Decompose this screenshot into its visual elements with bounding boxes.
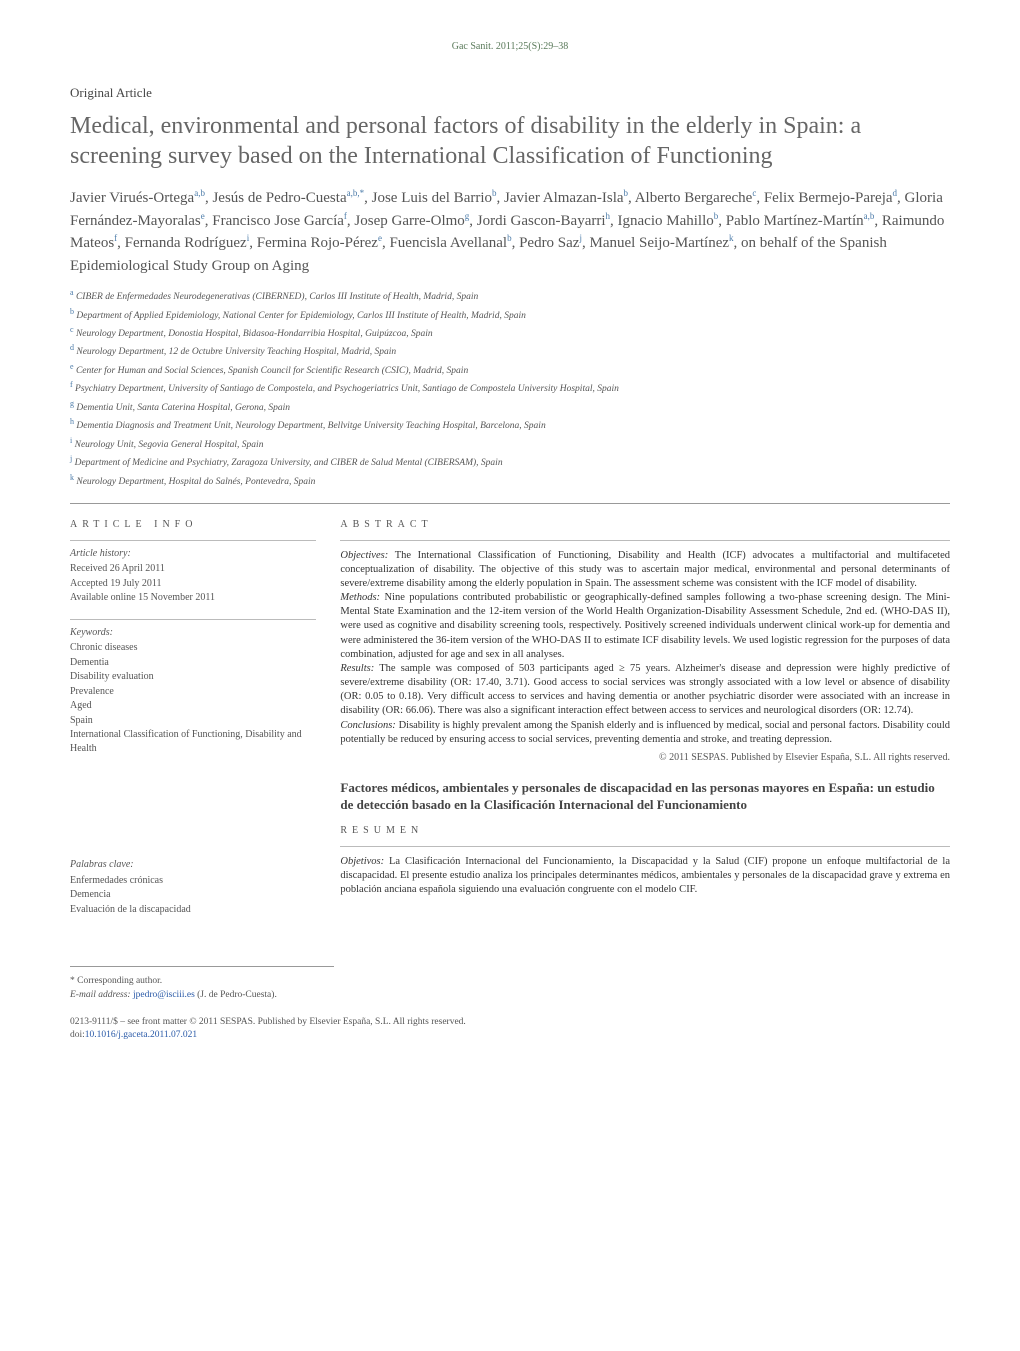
footnote-divider [70, 966, 334, 967]
objectives-label: Objectives: [340, 550, 388, 561]
objectives-text: The International Classification of Func… [340, 550, 950, 589]
doi-label: doi: [70, 1030, 85, 1040]
keywords-label: Keywords: [70, 626, 316, 640]
email-label: E-mail address: [70, 990, 131, 1000]
affiliation-item: i Neurology Unit, Segovia General Hospit… [70, 435, 950, 452]
resumen-heading: RESUMEN [340, 824, 950, 838]
conclusions-label: Conclusions: [340, 720, 395, 731]
affiliation-item: d Neurology Department, 12 de Octubre Un… [70, 342, 950, 359]
affiliations-list: a CIBER de Enfermedades Neurodegenerativ… [70, 287, 950, 489]
doi-link[interactable]: 10.1016/j.gaceta.2011.07.021 [85, 1030, 197, 1040]
affiliation-item: c Neurology Department, Donostia Hospita… [70, 324, 950, 341]
article-type: Original Article [70, 84, 950, 102]
article-title: Medical, environmental and personal fact… [70, 111, 950, 171]
objetivos-text: La Clasificación Internacional del Funci… [340, 856, 950, 895]
keywords-list: Chronic diseasesDementiaDisability evalu… [70, 641, 316, 755]
email-link[interactable]: jpedro@isciii.es [133, 990, 195, 1000]
keyword-item: Prevalence [70, 685, 316, 699]
keyword-item: Disability evaluation [70, 670, 316, 684]
results-text: The sample was composed of 503 participa… [340, 663, 950, 717]
history-list: Received 26 April 2011Accepted 19 July 2… [70, 562, 316, 605]
methods-label: Methods: [340, 592, 380, 603]
keyword-item: Aged [70, 699, 316, 713]
palabra-item: Demencia [70, 888, 316, 902]
affiliation-item: f Psychiatry Department, University of S… [70, 379, 950, 396]
methods-text: Nine populations contributed probabilist… [340, 592, 950, 660]
corresponding-author-note: * Corresponding author. E-mail address: … [70, 975, 950, 1002]
keyword-item: Chronic diseases [70, 641, 316, 655]
abstract-heading: ABSTRACT [340, 518, 950, 532]
divider [70, 503, 950, 504]
affiliation-item: h Dementia Diagnosis and Treatment Unit,… [70, 416, 950, 433]
abstract-body: Objectives: The International Classifica… [340, 549, 950, 747]
results-label: Results: [340, 663, 374, 674]
issn-line: 0213-9111/$ – see front matter © 2011 SE… [70, 1016, 950, 1029]
affiliation-item: j Department of Medicine and Psychiatry,… [70, 453, 950, 470]
corresponding-label: * Corresponding author. [70, 975, 950, 988]
keyword-item: International Classification of Function… [70, 728, 316, 755]
journal-citation: Gac Sanit. 2011;25(S):29–38 [70, 40, 950, 54]
keyword-item: Spain [70, 714, 316, 728]
conclusions-text: Disability is highly prevalent among the… [340, 720, 950, 745]
divider [340, 540, 950, 541]
license-block: 0213-9111/$ – see front matter © 2011 SE… [70, 1016, 950, 1043]
affiliation-item: a CIBER de Enfermedades Neurodegenerativ… [70, 287, 950, 304]
affiliation-item: b Department of Applied Epidemiology, Na… [70, 306, 950, 323]
palabra-item: Evaluación de la discapacidad [70, 903, 316, 917]
objetivos-label: Objetivos: [340, 856, 384, 867]
affiliation-item: g Dementia Unit, Santa Caterina Hospital… [70, 398, 950, 415]
divider [340, 846, 950, 847]
affiliation-item: e Center for Human and Social Sciences, … [70, 361, 950, 378]
history-item: Received 26 April 2011 [70, 562, 316, 576]
copyright-line: © 2011 SESPAS. Published by Elsevier Esp… [340, 751, 950, 765]
history-item: Accepted 19 July 2011 [70, 577, 316, 591]
resumen-body: Objetivos: La Clasificación Internaciona… [340, 855, 950, 898]
affiliation-item: k Neurology Department, Hospital do Saln… [70, 472, 950, 489]
history-label: Article history: [70, 547, 316, 561]
keyword-item: Dementia [70, 656, 316, 670]
spanish-title: Factores médicos, ambientales y personal… [340, 780, 950, 814]
palabras-list: Enfermedades crónicasDemenciaEvaluación … [70, 874, 316, 917]
article-info-heading: ARTICLE INFO [70, 518, 316, 532]
palabras-label: Palabras clave: [70, 858, 316, 872]
email-name: (J. de Pedro-Cuesta). [197, 990, 277, 1000]
authors-list: Javier Virués-Ortegaa,b, Jesús de Pedro-… [70, 187, 950, 277]
history-item: Available online 15 November 2011 [70, 591, 316, 605]
palabra-item: Enfermedades crónicas [70, 874, 316, 888]
